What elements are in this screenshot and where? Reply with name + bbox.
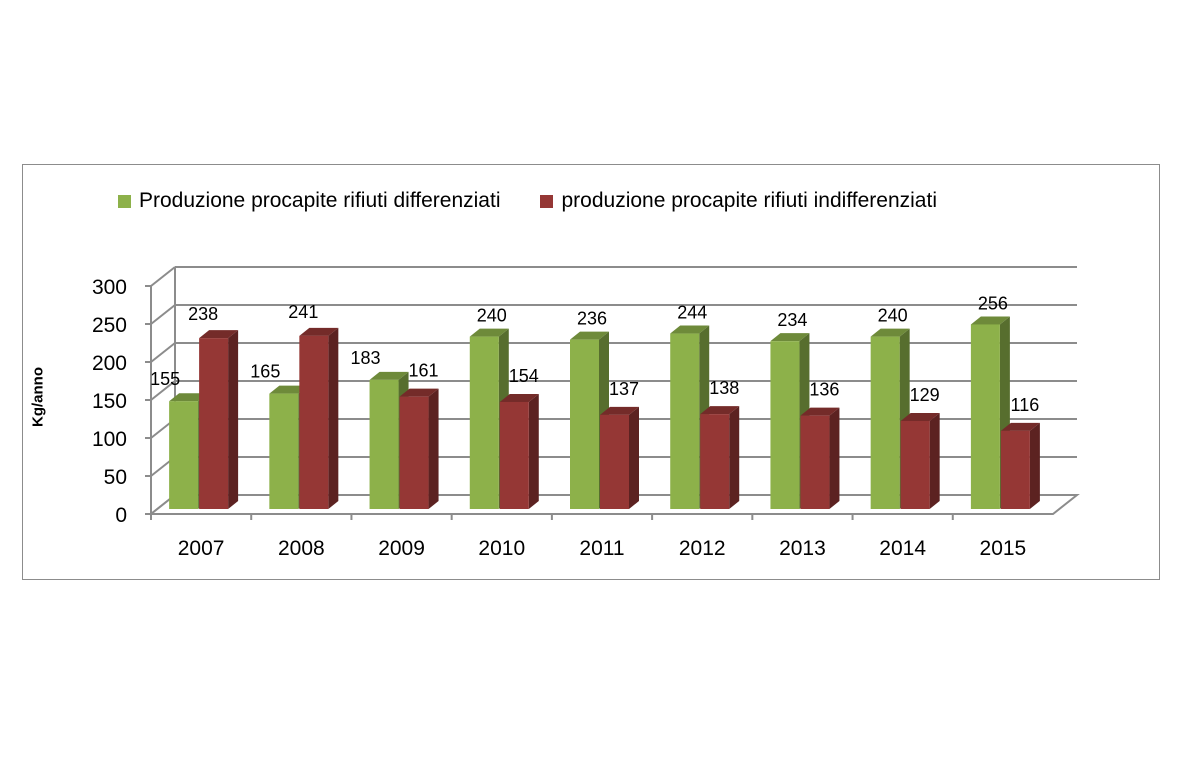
bar-side-indifferenziati — [1029, 422, 1040, 509]
bar-side-indifferenziati — [528, 393, 539, 509]
bar-differenziati — [570, 339, 599, 509]
bar-indifferenziati — [299, 335, 329, 509]
data-label: 116 — [1011, 395, 1040, 415]
bar-top-indifferenziati — [1000, 422, 1040, 431]
bar-indifferenziati — [600, 414, 629, 509]
bar-side-indifferenziati — [228, 330, 239, 509]
legend-item-indifferenziati: produzione procapite rifiuti indifferenz… — [540, 189, 937, 213]
bar-top-differenziati — [970, 316, 1010, 325]
bar-indifferenziati — [399, 396, 429, 509]
data-label: 155 — [150, 369, 180, 389]
bar-top-differenziati — [670, 325, 710, 334]
bar-indifferenziati — [199, 338, 229, 509]
bar-indifferenziati — [900, 420, 930, 509]
x-tick-label: 2011 — [579, 537, 624, 560]
bar-top-differenziati — [469, 328, 509, 337]
bar-top-indifferenziati — [600, 406, 639, 415]
bar-top-differenziati — [770, 333, 810, 342]
x-tick-label: 2010 — [478, 537, 525, 560]
bar-side-indifferenziati — [929, 412, 940, 509]
data-label: 240 — [477, 306, 507, 326]
x-tick-label: 2015 — [980, 537, 1027, 560]
bar-indifferenziati — [499, 401, 529, 509]
bar-indifferenziati — [800, 415, 830, 509]
bar-top-indifferenziati — [499, 393, 539, 402]
bar-top-differenziati — [870, 328, 910, 337]
data-label: 136 — [809, 380, 839, 400]
x-tick-label: 2013 — [779, 537, 826, 560]
bar-top-differenziati — [269, 385, 309, 394]
y-tick-label: 50 — [104, 466, 127, 489]
x-tick-label: 2007 — [178, 537, 225, 560]
data-label: 138 — [709, 378, 739, 398]
data-label: 129 — [910, 385, 940, 405]
bar-differenziati — [770, 341, 800, 509]
gridline-side — [150, 304, 176, 325]
bar-top-indifferenziati — [700, 406, 740, 415]
bar-side-indifferenziati — [428, 388, 439, 509]
legend-label-differenziati: Produzione procapite rifiuti differenzia… — [139, 189, 501, 212]
data-label: 256 — [978, 293, 1008, 313]
data-label: 241 — [288, 302, 318, 322]
bar-differenziati — [169, 401, 199, 509]
legend-swatch-indifferenziati — [540, 194, 554, 208]
bar-side-indifferenziati — [829, 407, 840, 509]
y-tick-label: 250 — [92, 314, 127, 337]
bar-differenziati — [269, 393, 299, 509]
bar-differenziati — [670, 333, 700, 509]
bar-differenziati — [469, 336, 499, 509]
data-label: 137 — [609, 379, 639, 399]
bar-top-indifferenziati — [199, 330, 239, 339]
data-label: 240 — [878, 306, 908, 326]
legend-item-differenziati: Produzione procapite rifiuti differenzia… — [118, 189, 500, 213]
y-tick-label: 150 — [92, 390, 127, 413]
gridline-side — [150, 342, 176, 363]
gridline-side — [150, 380, 176, 401]
bar-differenziati — [970, 324, 1000, 509]
x-tick-label: 2009 — [378, 537, 425, 560]
bar-top-indifferenziati — [800, 407, 840, 416]
data-label: 161 — [409, 361, 439, 381]
chart-legend: Produzione procapite rifiuti differenzia… — [118, 189, 977, 213]
bar-side-indifferenziati — [629, 406, 639, 509]
bar-indifferenziati — [700, 414, 730, 509]
legend-swatch-differenziati — [118, 194, 131, 208]
bar-indifferenziati — [1000, 430, 1030, 509]
x-tick-label: 2008 — [278, 537, 325, 560]
bar-top-differenziati — [369, 371, 409, 380]
x-tick-label: 2014 — [879, 537, 926, 560]
bar-top-indifferenziati — [299, 327, 339, 336]
bar-side-indifferenziati — [729, 406, 740, 509]
y-tick-label: 100 — [92, 428, 127, 451]
data-label: 165 — [250, 362, 280, 382]
y-tick-label: 200 — [92, 352, 127, 375]
data-label: 154 — [509, 366, 539, 386]
bar-differenziati — [369, 379, 399, 509]
y-tick-label: 0 — [115, 504, 127, 527]
data-label: 244 — [677, 303, 707, 323]
x-tick-label: 2012 — [679, 537, 726, 560]
bar-top-indifferenziati — [399, 388, 439, 397]
gridline-side — [150, 266, 176, 287]
bar-top-differenziati — [570, 331, 609, 340]
data-label: 234 — [777, 310, 807, 330]
y-tick-label: 300 — [92, 276, 127, 299]
data-label: 238 — [188, 304, 218, 324]
bar-top-differenziati — [169, 393, 209, 402]
data-label: 236 — [577, 309, 607, 329]
bar-top-indifferenziati — [900, 412, 940, 421]
bar-side-indifferenziati — [328, 327, 339, 509]
bar-differenziati — [870, 336, 900, 509]
data-label: 183 — [351, 348, 381, 368]
legend-label-indifferenziati: produzione procapite rifiuti indifferenz… — [561, 189, 937, 212]
